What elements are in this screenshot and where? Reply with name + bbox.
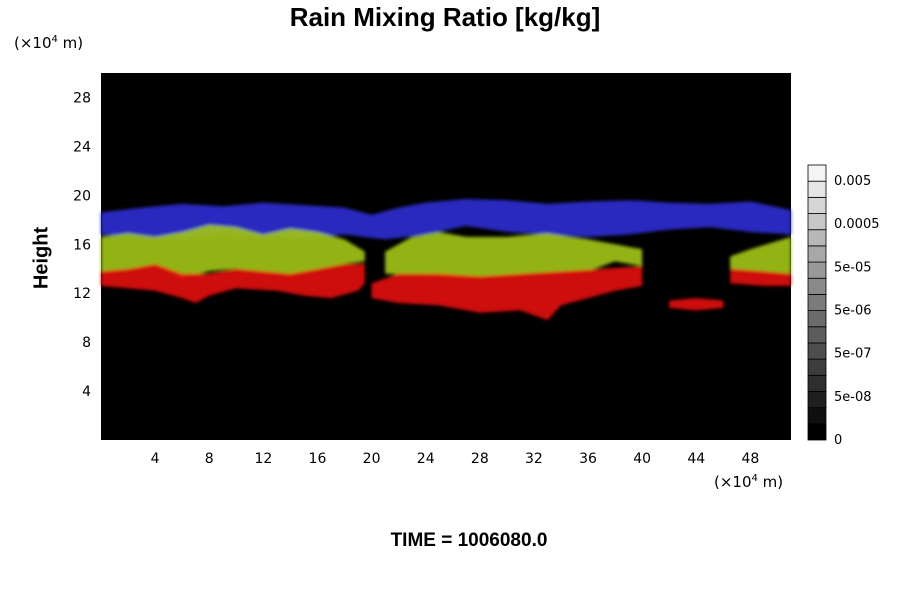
chart-title: Rain Mixing Ratio [kg/kg] [289,2,601,32]
time-label: TIME = 1006080.0 [390,530,548,551]
x-tick-label: 36 [579,451,597,467]
colorbar-level [807,277,827,295]
colorbar-level [807,294,827,311]
y-tick-label: 12 [73,286,91,302]
colorbar-level [807,423,827,441]
colorbar-tick-label: 0 [834,433,842,448]
x-axis-unit: (×104 m) [714,473,784,491]
x-tick-label: 24 [417,451,435,467]
colorbar-level [807,374,827,392]
layer-red-lower-0 [101,263,365,303]
colorbar-level [807,358,827,376]
colorbar-level [807,326,827,344]
colorbar-level [807,407,827,425]
x-tick-label: 44 [687,451,705,467]
colorbar-level [807,196,827,214]
colorbar-tick-label: 5e-05 [834,260,872,275]
y-tick-label: 24 [73,139,91,155]
x-tick-label: 16 [309,451,327,467]
x-tick-label: 4 [151,451,160,467]
x-tick-label: 32 [525,451,543,467]
x-tick-label: 12 [254,451,272,467]
x-tick-label: 28 [471,451,489,467]
y-tick-label: 4 [82,384,91,400]
y-tick-label: 20 [73,188,91,204]
x-tick-label: 20 [363,451,381,467]
colorbar-tick-label: 0.0005 [834,217,880,232]
colorbar-tick-label: 5e-06 [834,304,872,319]
colorbar-level [807,310,827,328]
colorbar-level [807,229,827,247]
y-tick-label: 28 [73,90,91,106]
layer-blue-top-0 [101,199,791,240]
layer-red-lower-3 [730,268,791,286]
layer-red-lower-1 [371,266,643,321]
colorbar-level [807,213,827,231]
colorbar-level [807,391,827,409]
x-tick-label: 40 [633,451,651,467]
colorbar: 0.005 0.0005 5e-05 5e-06 5e-07 5e-08 0 [807,164,880,448]
colorbar-tick-label: 5e-08 [834,390,872,405]
colorbar-tick-label: 5e-07 [834,347,872,362]
y-tick-label: 8 [82,335,91,351]
layer-red-lower-2 [669,298,724,311]
x-tick-label: 8 [205,451,214,467]
y-tick-label: 16 [73,237,91,253]
layer-yellow-green-band-1 [385,232,643,279]
colorbar-level [807,245,827,263]
colorbar-level [807,164,827,182]
x-tick-label: 48 [741,451,759,467]
colorbar-level [807,261,827,279]
colorbar-level [807,180,827,198]
layer-yellow-green-band-0 [101,224,365,279]
layer-yellow-green-band-2 [730,236,791,274]
y-axis-unit: (×104 m) [14,34,84,52]
colorbar-level [807,342,827,360]
colorbar-tick-label: 0.005 [834,174,871,189]
